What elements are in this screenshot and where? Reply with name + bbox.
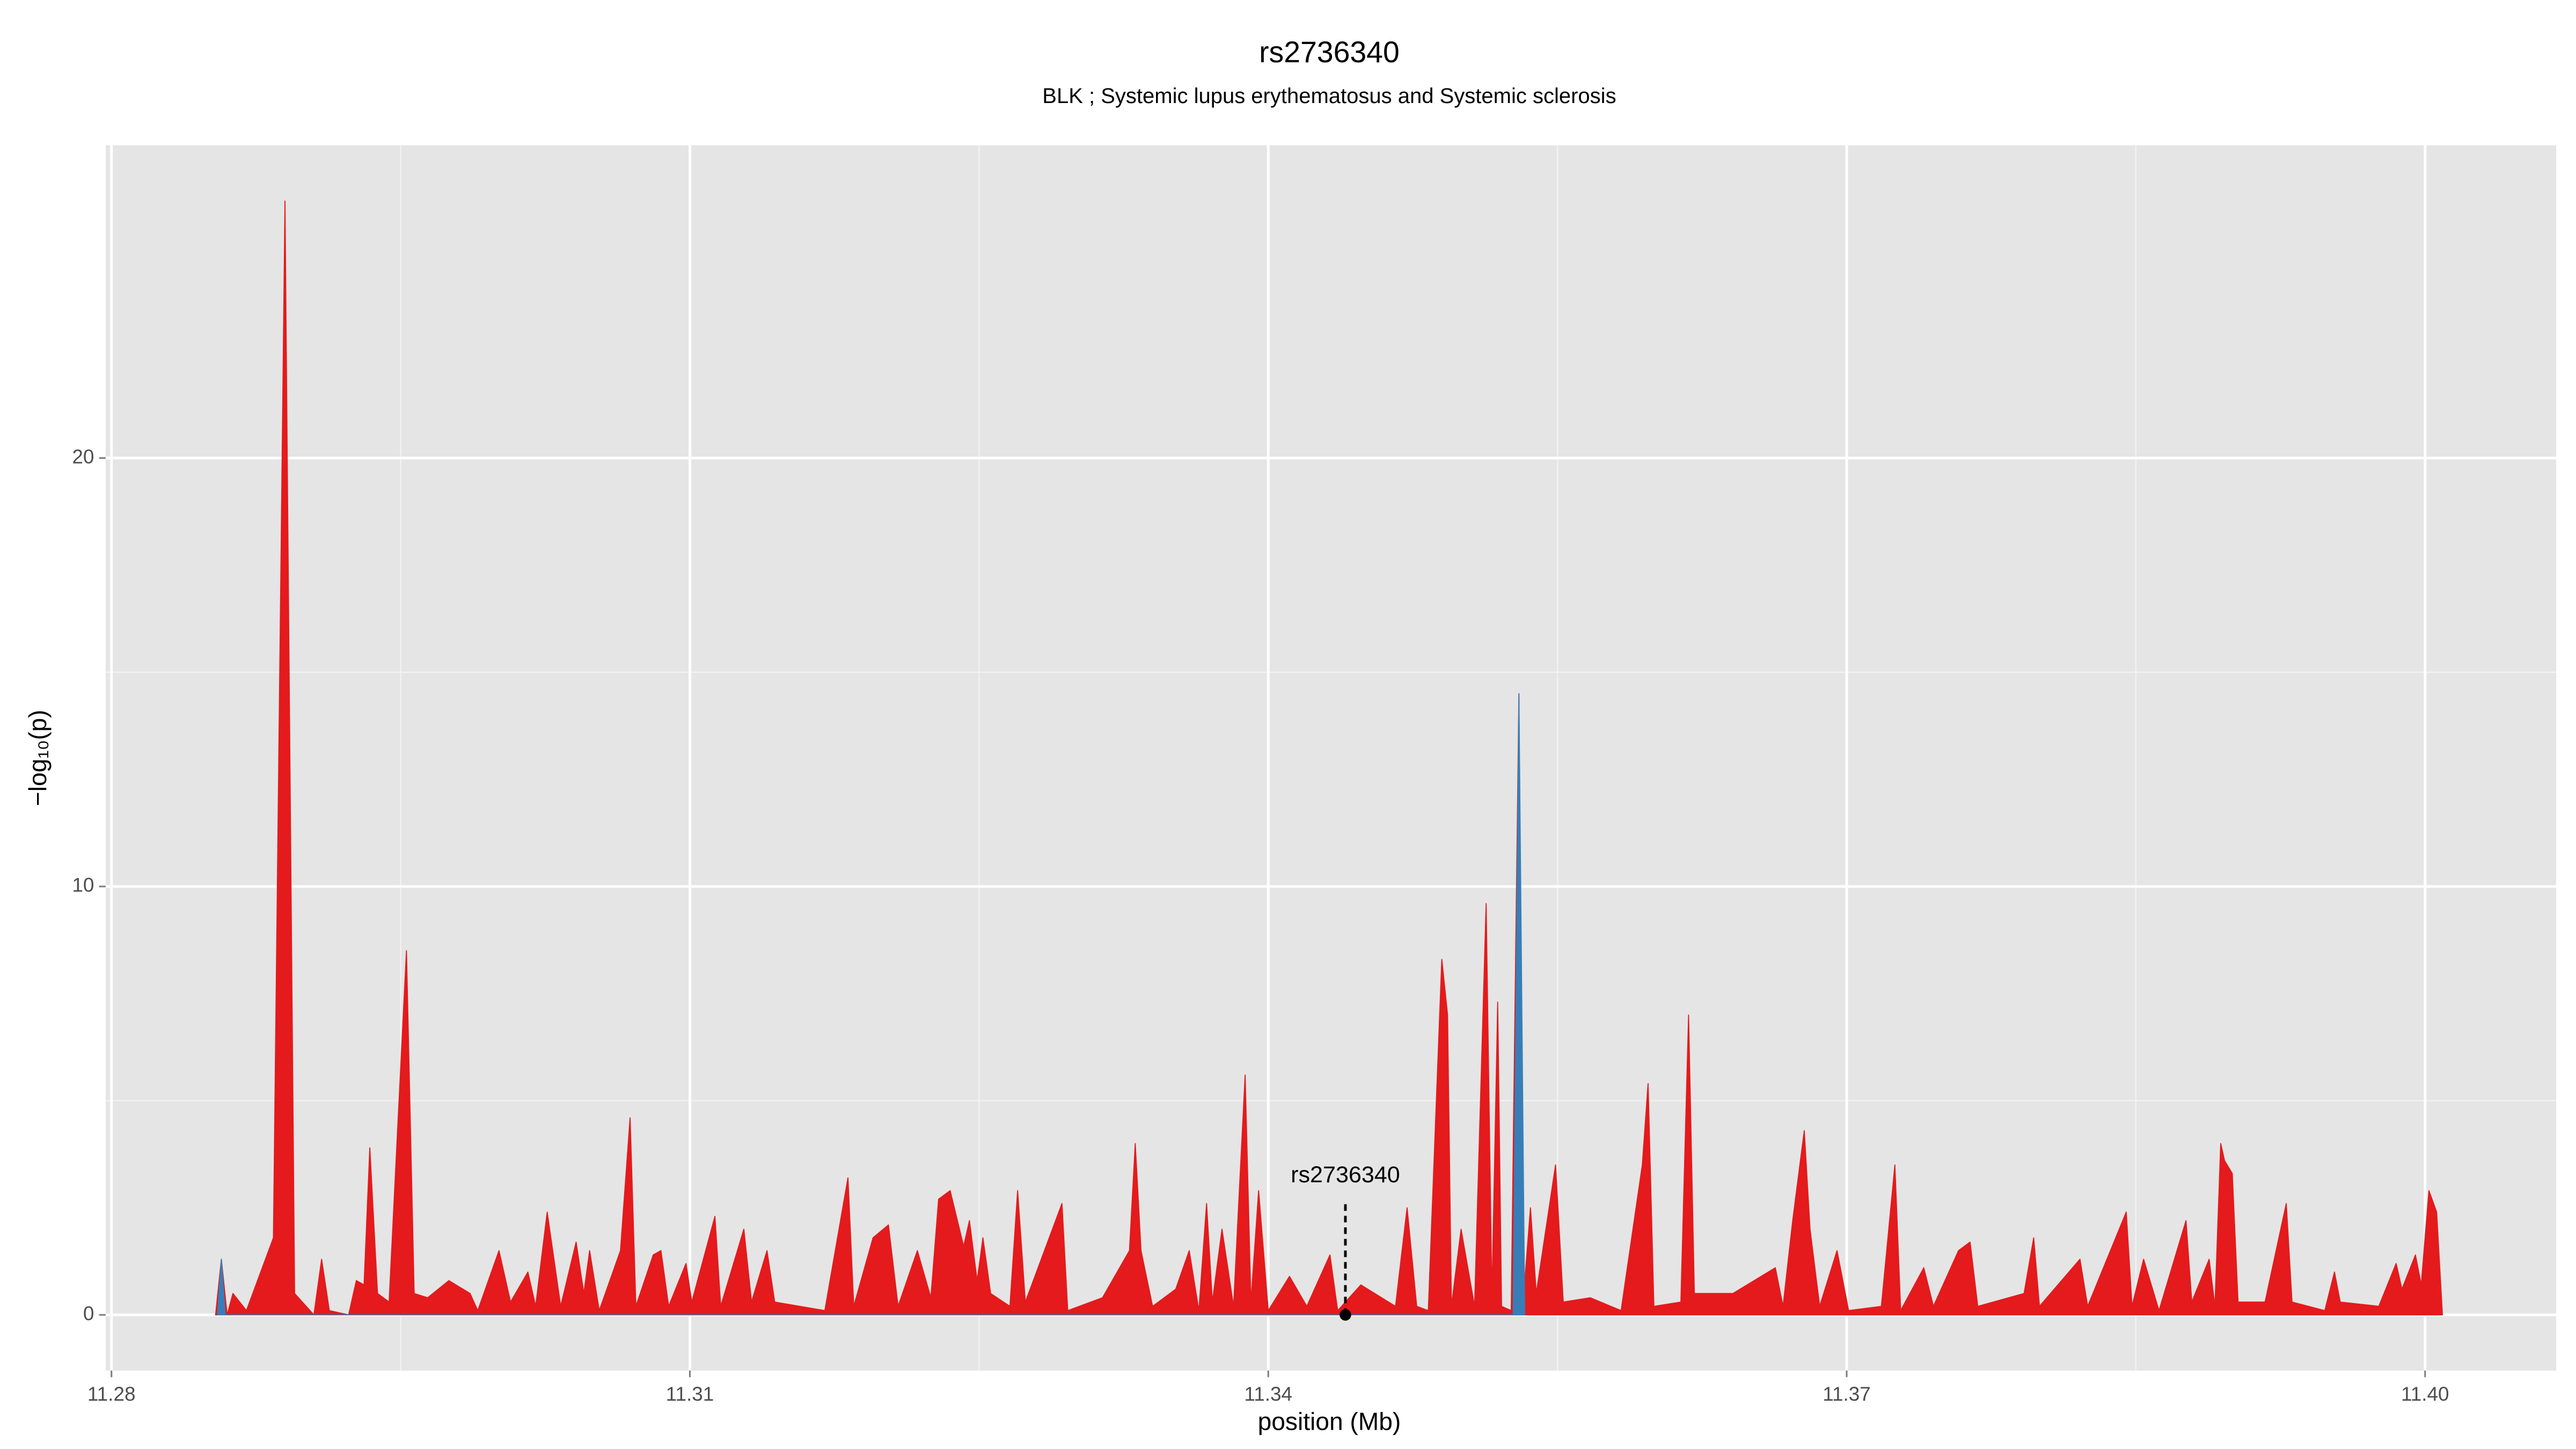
chart-title: rs2736340 [1259, 35, 1400, 69]
chart-subtitle: BLK ; Systemic lupus erythematosus and S… [1042, 84, 1616, 108]
annotation-point [1340, 1309, 1351, 1321]
x-tick-label: 11.37 [1823, 1383, 1871, 1405]
y-tick-label: 0 [83, 1302, 94, 1324]
x-tick-label: 11.34 [1244, 1383, 1292, 1405]
x-tick-label: 11.31 [666, 1383, 714, 1405]
x-tick-label: 11.40 [2401, 1383, 2449, 1405]
plot-background [105, 145, 2557, 1371]
area [217, 693, 1525, 1315]
x-axis-label: position (Mb) [1258, 1407, 1401, 1435]
y-axis-label: −log₁₀(p) [24, 709, 52, 806]
y-tick-label: 20 [72, 445, 94, 467]
x-tick-label: 11.28 [87, 1383, 136, 1405]
y-tick-label: 10 [72, 874, 94, 896]
area [215, 200, 2443, 1315]
annotation-label: rs2736340 [1291, 1162, 1400, 1188]
